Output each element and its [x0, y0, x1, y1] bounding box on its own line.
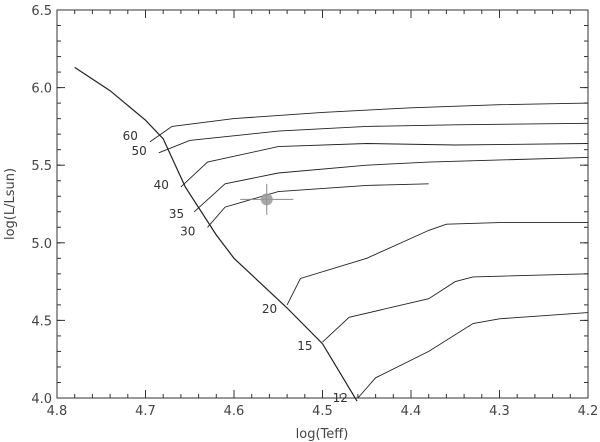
- x-tick-label: 4.5: [312, 404, 333, 419]
- x-tick-label: 4.2: [578, 404, 599, 419]
- y-tick-label: 5.5: [31, 159, 52, 174]
- y-axis-ticks: 4.0 4.5 5.0 5.5 6.0 6.5: [31, 4, 588, 407]
- star-point: [260, 193, 273, 206]
- track-30-msun: [207, 183, 429, 228]
- x-tick-label: 4.6: [224, 404, 245, 419]
- x-axis-ticks: 4.8 4.7 4.6 4.5 4.4 4.3 4.2: [47, 10, 599, 419]
- mass-label: 40: [154, 178, 169, 192]
- track-40-msun: [180, 143, 589, 188]
- track-35-msun: [193, 156, 589, 213]
- x-tick-label: 4.3: [489, 404, 510, 419]
- mass-label: 12: [333, 391, 348, 405]
- y-tick-label: 4.0: [31, 392, 52, 407]
- mass-label: 60: [123, 129, 138, 143]
- x-tick-label: 4.7: [135, 404, 156, 419]
- observed-star-marker: [240, 183, 294, 215]
- plot-frame: [56, 9, 589, 399]
- track-12-msun: [357, 312, 589, 399]
- y-axis-title: log(L/Lsun): [3, 168, 18, 240]
- y-tick-label: 4.5: [31, 314, 52, 329]
- mass-label: 15: [297, 339, 312, 353]
- mass-label: 30: [180, 224, 195, 238]
- track-60-msun: [149, 102, 589, 143]
- zams-line: [74, 66, 358, 402]
- mass-label: 35: [169, 207, 184, 221]
- track-15-msun: [322, 273, 589, 343]
- x-tick-label: 4.4: [401, 404, 422, 419]
- track-50-msun: [158, 122, 589, 154]
- track-20-msun: [286, 222, 588, 306]
- y-tick-label: 6.0: [31, 82, 52, 97]
- mass-label: 50: [131, 144, 146, 158]
- x-axis-title: log(Teff): [296, 427, 349, 442]
- y-tick-label: 6.5: [31, 4, 52, 19]
- mass-label: 20: [262, 302, 277, 316]
- x-tick-label: 4.8: [47, 404, 68, 419]
- y-tick-label: 5.0: [31, 237, 52, 252]
